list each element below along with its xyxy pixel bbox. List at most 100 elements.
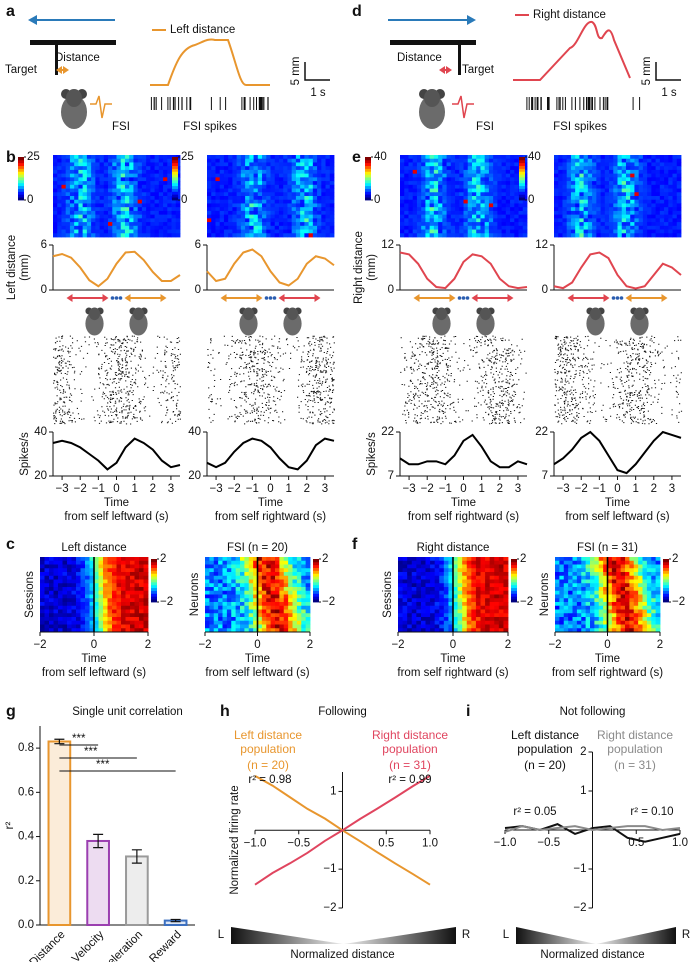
heatmap-cell — [85, 606, 90, 610]
heatmap-cell — [447, 189, 452, 193]
heatmap-cell — [626, 155, 631, 159]
heatmap-cell — [205, 617, 210, 621]
heatmap-cell — [647, 177, 652, 181]
heatmap-cell — [621, 565, 626, 569]
heatmap-cell — [159, 207, 164, 211]
heatmap-cell — [288, 587, 293, 591]
heatmap-cell — [108, 230, 113, 234]
heatmap-cell — [630, 233, 635, 237]
heatmap-cell — [159, 218, 164, 222]
heatmap-cell — [485, 222, 490, 226]
heatmap-cell — [605, 192, 610, 196]
heatmap-cell — [66, 174, 71, 178]
heatmap-cell — [592, 162, 597, 166]
heatmap-cell — [555, 568, 560, 572]
heatmap-cell — [612, 568, 617, 572]
heatmap-cell — [442, 181, 447, 185]
heatmap-cell — [258, 230, 263, 234]
heatmap-cell — [651, 196, 656, 200]
heatmap-cell — [306, 613, 311, 617]
heatmap-cell — [660, 170, 665, 174]
heatmap-cell — [74, 226, 79, 230]
heatmap-cell — [554, 174, 559, 178]
heatmap-cell — [283, 215, 288, 219]
heatmap-cell — [232, 226, 237, 230]
heatmap-cell — [103, 617, 108, 621]
heatmap-cell — [139, 621, 144, 625]
heatmap-cell — [588, 166, 593, 170]
heatmap-cell — [126, 595, 131, 599]
heatmap-cell — [584, 170, 589, 174]
heatmap-cell — [439, 568, 444, 572]
target-dot — [269, 296, 273, 300]
heatmap-cell — [430, 591, 435, 595]
heatmap-cell — [100, 177, 105, 181]
heatmap-cell — [57, 166, 62, 170]
heatmap-cell — [53, 162, 58, 166]
heatmap-cell — [601, 189, 606, 193]
heatmap-cell — [594, 561, 599, 565]
colorbar-cell — [151, 582, 157, 585]
heatmap-cell — [588, 159, 593, 163]
heatmap-cell — [112, 162, 117, 166]
heatmap-cell — [72, 613, 77, 617]
heatmap-cell — [117, 192, 122, 196]
heatmap-cell — [555, 580, 560, 584]
heatmap-cell — [78, 174, 83, 178]
heatmap-cell — [236, 617, 241, 621]
heatmap-cell — [103, 572, 108, 576]
heatmap-cell — [464, 174, 469, 178]
heatmap-cell — [476, 572, 481, 576]
heatmap-cell — [407, 625, 412, 629]
heatmap-cell — [506, 207, 511, 211]
heatmap-cell — [155, 215, 160, 219]
heatmap-cell — [223, 583, 228, 587]
heatmap-cell — [573, 602, 578, 606]
heatmap-cell — [601, 218, 606, 222]
heatmap-cell — [625, 565, 630, 569]
heatmap-cell — [651, 177, 656, 181]
heatmap-cell — [660, 207, 665, 211]
heatmap-cell — [588, 215, 593, 219]
heatmap-cell — [317, 174, 322, 178]
heatmap-cell — [485, 580, 490, 584]
heatmap-cell — [266, 185, 271, 189]
heatmap-cell — [130, 565, 135, 569]
heatmap-cell — [121, 606, 126, 610]
heatmap-cell — [150, 203, 155, 207]
heatmap-cell — [403, 595, 408, 599]
heatmap-cell — [317, 203, 322, 207]
heatmap-cell — [588, 155, 593, 159]
heatmap-cell — [78, 233, 83, 237]
heatmap-cell — [53, 181, 58, 185]
heatmap-cell — [306, 587, 311, 591]
heatmap-cell — [296, 159, 301, 163]
heatmap-cell — [489, 218, 494, 222]
heatmap-cell — [245, 174, 250, 178]
heatmap-cell — [258, 155, 263, 159]
heatmap-cell — [510, 177, 515, 181]
heatmap-cell — [497, 207, 502, 211]
heatmap-cell — [467, 583, 472, 587]
colorbar-cell — [519, 166, 525, 169]
heatmap-cell — [74, 162, 79, 166]
heatmap-cell — [673, 226, 678, 230]
heatmap-cell — [605, 185, 610, 189]
heatmap-cell — [321, 215, 326, 219]
heatmap-cell — [435, 561, 440, 565]
heatmap-cell — [499, 580, 504, 584]
heatmap-cell — [49, 568, 54, 572]
heatmap-cell — [489, 215, 494, 219]
heatmap-cell — [404, 203, 409, 207]
colorbar-cell — [365, 174, 371, 177]
spike-raster — [400, 336, 527, 424]
heatmap-cell — [609, 211, 614, 215]
heatmap-cell — [506, 174, 511, 178]
heatmap-cell — [271, 226, 276, 230]
heatmap-cell — [125, 170, 130, 174]
heatmap-cell — [142, 155, 147, 159]
heatmap-cell — [244, 625, 249, 629]
x-tick-label: 0 — [254, 639, 260, 651]
heatmap-cell — [601, 155, 606, 159]
heatmap-cell — [231, 617, 236, 621]
